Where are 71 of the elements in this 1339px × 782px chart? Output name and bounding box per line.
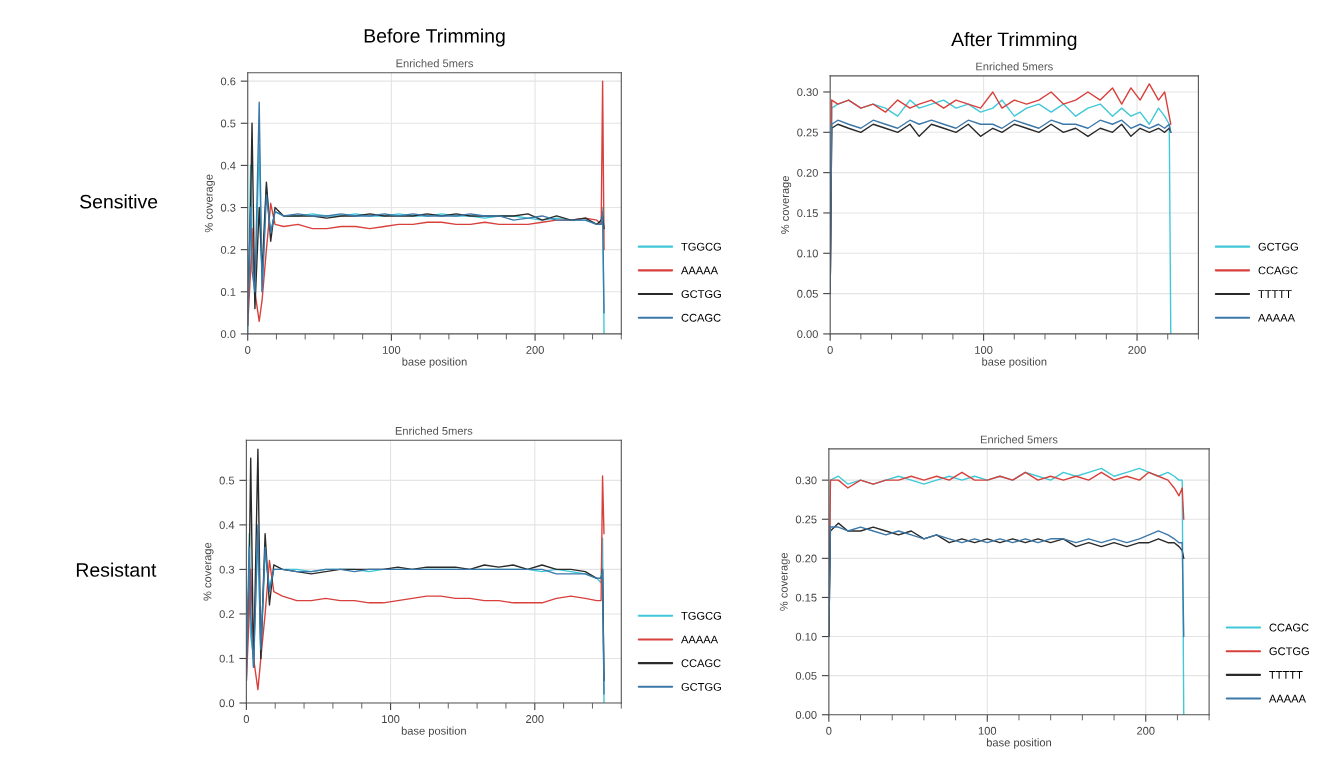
legend-label: AAAAA	[681, 635, 719, 644]
y-tick-label: 0.25	[795, 515, 817, 524]
y-tick-label: 0.30	[795, 476, 817, 485]
x-axis-title: base position	[986, 738, 1051, 749]
y-tick-label: 0.15	[797, 209, 818, 218]
legend-label: CCAGC	[1258, 266, 1298, 275]
y-tick-label: 0.10	[797, 249, 818, 258]
x-tick-label: 100	[382, 715, 400, 723]
y-axis-title: % coverage	[204, 174, 215, 233]
y-tick-label: 0.3	[220, 203, 236, 212]
chart-subtitle: Enriched 5mers	[396, 59, 474, 68]
legend-label: TTTTT	[1258, 290, 1292, 298]
legend-label: GCTGG	[681, 682, 721, 691]
y-tick-label: 0.05	[795, 671, 817, 680]
y-tick-label: 0.0	[220, 330, 236, 339]
y-tick-label: 0.20	[797, 168, 818, 177]
y-tick-label: 0.30	[797, 88, 818, 97]
x-tick-label: 200	[526, 715, 544, 723]
y-tick-label: 0.0	[219, 699, 235, 708]
x-tick-label: 100	[975, 346, 993, 354]
y-tick-label: 0.1	[220, 288, 236, 296]
chart-title: After Trimming	[951, 31, 1077, 51]
y-axis-title: % coverage	[781, 176, 792, 234]
y-axis-title: % coverage	[203, 542, 214, 601]
text: Resistant	[76, 562, 157, 577]
legend-label: CCAGC	[681, 313, 721, 322]
text: Sensitive	[80, 194, 158, 209]
legend-label: TTTTT	[1269, 671, 1303, 679]
legend-label: GCTGG	[681, 290, 721, 299]
y-tick-label: 0.3	[219, 565, 235, 574]
y-tick-label: 0.2	[220, 245, 236, 254]
y-tick-label: 0.00	[795, 711, 817, 719]
x-tick-label: 200	[1128, 346, 1146, 354]
y-tick-label: 0.5	[220, 119, 236, 128]
y-tick-label: 0.4	[220, 161, 236, 170]
x-axis-title: base position	[402, 357, 467, 368]
y-tick-label: 0.6	[220, 77, 236, 86]
y-tick-label: 0.10	[795, 632, 817, 641]
legend-label: AAAAA	[681, 266, 719, 275]
legend-label: CCAGC	[1269, 623, 1309, 632]
y-tick-label: 0.2	[219, 610, 235, 619]
x-tick-label: 200	[526, 346, 544, 354]
y-tick-label: 0.20	[795, 554, 817, 563]
x-tick-label: 0	[243, 715, 250, 723]
chart-subtitle: Enriched 5mers	[980, 435, 1058, 444]
legend-label: TGGCG	[681, 611, 721, 620]
y-tick-label: 0.00	[797, 330, 818, 339]
x-axis-title: base position	[401, 726, 466, 737]
legend-label: GCTGG	[1269, 647, 1309, 656]
y-tick-label: 0.4	[219, 521, 235, 530]
legend-label: CCAGC	[681, 659, 721, 668]
x-tick-label: 0	[826, 726, 832, 735]
x-axis-title: base position	[982, 357, 1047, 368]
chart-subtitle: Enriched 5mers	[976, 62, 1053, 71]
x-tick-label: 100	[382, 346, 401, 354]
legend-label: GCTGG	[1258, 242, 1298, 251]
y-tick-label: 0.1	[219, 654, 235, 663]
legend-label: AAAAA	[1268, 694, 1306, 703]
chart-title: Before Trimming	[364, 28, 505, 47]
x-tick-label: 0	[827, 346, 833, 354]
y-tick-label: 0.15	[795, 593, 817, 602]
y-tick-label: 0.5	[219, 476, 235, 485]
legend-label: TGGCG	[681, 242, 721, 251]
y-axis-title: % coverage	[779, 552, 790, 611]
legend-label: AAAAA	[1258, 313, 1296, 322]
x-tick-label: 0	[245, 346, 251, 354]
chart-subtitle: Enriched 5mers	[395, 426, 473, 435]
x-tick-label: 100	[978, 726, 997, 735]
y-tick-label: 0.25	[797, 128, 818, 137]
x-tick-label: 200	[1137, 726, 1155, 735]
y-tick-label: 0.05	[797, 289, 818, 298]
